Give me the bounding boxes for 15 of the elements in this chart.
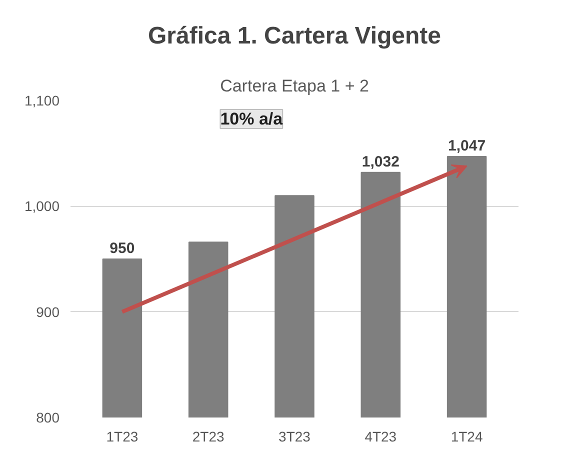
annotation: 10% a/a xyxy=(220,110,284,128)
y-tick-label: 800 xyxy=(36,410,60,426)
x-tick-label: 3T23 xyxy=(278,428,311,444)
chart-subtitle: Cartera Etapa 1 + 2 xyxy=(220,76,369,96)
x-tick-label: 4T23 xyxy=(364,428,397,444)
x-tick-label: 2T23 xyxy=(192,428,225,444)
x-tick-label: 1T23 xyxy=(106,428,138,444)
chart-title: Gráfica 1. Cartera Vigente xyxy=(148,22,442,50)
data-label: 1,032 xyxy=(362,153,400,170)
y-tick-label: 1,100 xyxy=(24,92,60,108)
data-label: 950 xyxy=(110,240,135,257)
data-label: 1,047 xyxy=(448,138,486,155)
y-tick-label: 1,000 xyxy=(24,198,60,214)
y-tick-label: 900 xyxy=(36,304,60,320)
x-tick-label: 1T24 xyxy=(450,428,483,444)
